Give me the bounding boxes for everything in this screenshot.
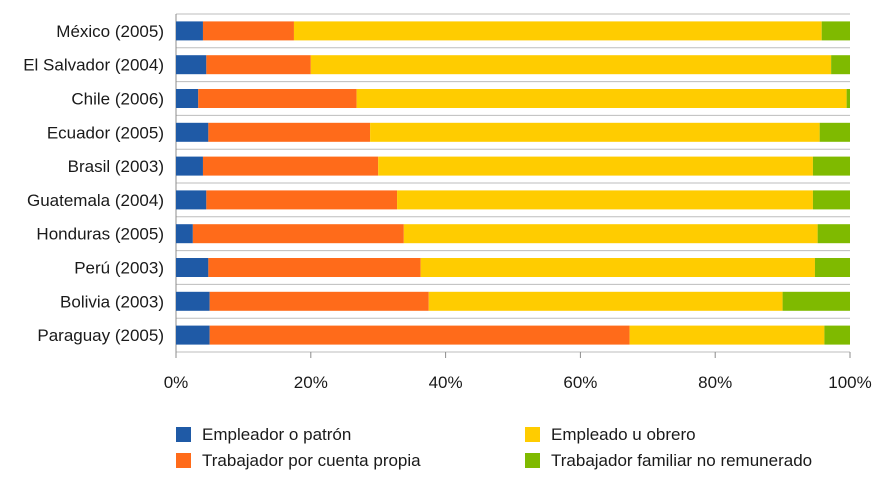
legend-label: Trabajador por cuenta propia <box>202 451 421 470</box>
bar-segment-3-row-9 <box>428 291 783 311</box>
bar-segment-3-row-3 <box>356 89 847 108</box>
bar-segment-1-row-5 <box>176 156 203 176</box>
legend-label: Trabajador familiar no remunerado <box>551 451 812 470</box>
x-tick-label: 20% <box>294 373 328 392</box>
bar-segment-3-row-10 <box>629 325 825 345</box>
category-label: Guatemala (2004) <box>27 191 164 210</box>
bar-segment-2-row-2 <box>206 55 311 75</box>
category-label: El Salvador (2004) <box>23 56 164 75</box>
bar-segment-4-row-3 <box>846 89 850 108</box>
bar-segment-4-row-6 <box>812 190 850 210</box>
bar-segment-3-row-8 <box>420 258 815 277</box>
bar-segment-1-row-3 <box>176 89 199 108</box>
legend: Empleador o patrón Trabajador por cuenta … <box>176 425 812 470</box>
bar-segment-2-row-7 <box>192 224 404 244</box>
bar-segment-2-row-6 <box>206 190 398 210</box>
bar-segment-1-row-6 <box>176 190 207 210</box>
category-label: México (2005) <box>56 22 164 41</box>
bar-segment-3-row-2 <box>310 55 832 75</box>
category-label: Honduras (2005) <box>36 225 164 244</box>
legend-label: Empleador o patrón <box>202 425 351 444</box>
category-label: Ecuador (2005) <box>47 123 164 142</box>
category-axis: México (2005) El Salvador (2004) Chile (20… <box>23 22 164 345</box>
bar-segment-3-row-4 <box>370 122 820 142</box>
bar-segment-4-row-1 <box>821 21 850 41</box>
x-axis: 0% 20% 40% 60% 80% 100% <box>164 352 872 392</box>
bar-segment-1-row-9 <box>176 291 210 311</box>
bar-segment-4-row-4 <box>819 122 850 142</box>
bar-segment-1-row-7 <box>176 224 193 244</box>
bar-segment-3-row-7 <box>403 224 818 244</box>
bar-segment-4-row-5 <box>812 156 850 176</box>
x-tick-label: 0% <box>164 373 189 392</box>
bar-segment-4-row-7 <box>817 224 850 244</box>
bar-segment-4-row-9 <box>782 291 850 311</box>
bar-segment-2-row-8 <box>208 258 421 277</box>
bar-segment-4-row-2 <box>831 55 850 75</box>
bar-segment-1-row-4 <box>176 122 209 142</box>
category-label: Paraguay (2005) <box>37 326 164 345</box>
legend-label: Empleado u obrero <box>551 425 696 444</box>
bar-segment-2-row-10 <box>209 325 630 345</box>
legend-swatch <box>176 427 191 442</box>
bar-segment-2-row-1 <box>202 21 294 41</box>
legend-swatch <box>176 453 191 468</box>
x-tick-label: 40% <box>429 373 463 392</box>
category-label: Perú (2003) <box>74 259 164 278</box>
x-tick-label: 100% <box>828 373 871 392</box>
legend-swatch <box>525 453 540 468</box>
legend-swatch <box>525 427 540 442</box>
bar-segment-3-row-6 <box>397 190 813 210</box>
bar-segment-2-row-4 <box>208 122 371 142</box>
x-tick-label: 80% <box>698 373 732 392</box>
category-label: Bolivia (2003) <box>60 292 164 311</box>
bar-segment-1-row-10 <box>176 325 210 345</box>
x-tick-label: 60% <box>563 373 597 392</box>
bar-segment-2-row-3 <box>198 89 357 108</box>
bar-segment-3-row-5 <box>378 156 813 176</box>
bar-segment-2-row-9 <box>209 291 429 311</box>
bar-segment-1-row-2 <box>176 55 207 75</box>
bar-segment-4-row-10 <box>824 325 850 345</box>
bar-segment-1-row-1 <box>176 21 203 41</box>
bar-segment-4-row-8 <box>814 258 850 277</box>
bar-area <box>176 21 850 345</box>
category-label: Chile (2006) <box>71 90 164 109</box>
bar-segment-1-row-8 <box>176 258 209 277</box>
category-label: Brasil (2003) <box>68 157 164 176</box>
bar-segment-3-row-1 <box>293 21 822 41</box>
bar-segment-2-row-5 <box>202 156 379 176</box>
